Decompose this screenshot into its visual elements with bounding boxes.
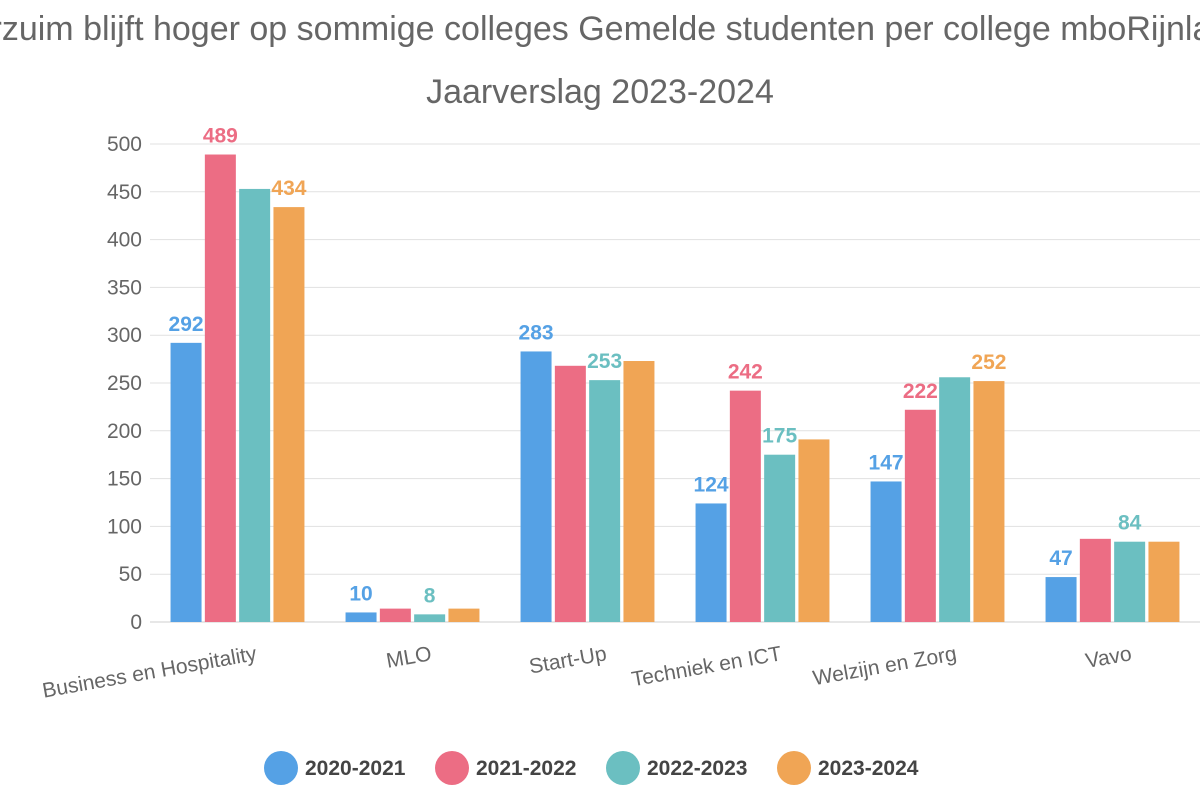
bar-2020-2021-3 bbox=[695, 503, 727, 622]
category-label: Business en Hospitality bbox=[41, 642, 259, 702]
data-label: 253 bbox=[587, 350, 622, 373]
legend-label: 2020-2021 bbox=[305, 757, 406, 780]
category-label: Welzijn en Zorg bbox=[811, 642, 958, 690]
legend-label: 2022-2023 bbox=[647, 757, 747, 780]
data-label: 124 bbox=[694, 473, 729, 496]
y-tick-label: 450 bbox=[107, 181, 142, 204]
chart-title-line-2: Jaarverslag 2023-2024 bbox=[426, 73, 774, 111]
bar-2022-2023-3 bbox=[764, 454, 796, 622]
bar-2023-2024-0 bbox=[273, 207, 305, 622]
data-label: 434 bbox=[271, 177, 306, 200]
data-label: 147 bbox=[869, 451, 904, 474]
data-label: 47 bbox=[1049, 547, 1072, 570]
bar-2021-2022-2 bbox=[554, 365, 586, 622]
data-label: 84 bbox=[1118, 512, 1142, 535]
legend-label: 2021-2022 bbox=[476, 757, 576, 780]
bar-2021-2022-3 bbox=[729, 390, 761, 622]
legend-swatch bbox=[264, 751, 298, 785]
legend-swatch bbox=[606, 751, 640, 785]
data-label: 283 bbox=[519, 321, 554, 344]
bar-2022-2023-2 bbox=[589, 380, 621, 622]
bar-2022-2023-5 bbox=[1114, 541, 1146, 622]
gridlines bbox=[150, 143, 1200, 623]
data-label: 8 bbox=[424, 584, 436, 607]
bar-2022-2023-0 bbox=[239, 188, 271, 622]
bar-2021-2022-1 bbox=[379, 608, 411, 622]
legend-swatch bbox=[435, 751, 469, 785]
y-tick-label: 150 bbox=[107, 468, 142, 491]
y-tick-label: 50 bbox=[119, 563, 142, 586]
bar-2023-2024-5 bbox=[1148, 541, 1180, 622]
x-axis-categories: Business en Hospitality MLO Start-Up Techni… bbox=[41, 642, 1134, 702]
y-tick-label: 350 bbox=[107, 276, 142, 299]
data-label: 175 bbox=[762, 425, 797, 448]
category-label: Techniek en ICT bbox=[630, 642, 784, 691]
data-label: 252 bbox=[971, 351, 1006, 374]
category-label: MLO bbox=[385, 642, 434, 673]
chart-title-line-1: Verzuim blijft hoger op sommige colleges… bbox=[0, 10, 1200, 48]
legend-swatch bbox=[777, 751, 811, 785]
y-tick-label: 100 bbox=[107, 515, 142, 538]
bar-2023-2024-2 bbox=[623, 361, 655, 622]
bar-2020-2021-4 bbox=[870, 481, 902, 622]
y-tick-label: 250 bbox=[107, 372, 142, 395]
y-tick-label: 200 bbox=[107, 420, 142, 443]
bar-2020-2021-0 bbox=[170, 342, 202, 622]
y-axis-ticks: 0 50 100 150 200 250 300 350 400 450 500 bbox=[107, 133, 142, 634]
bar-2021-2022-4 bbox=[904, 409, 936, 622]
bar-2020-2021-5 bbox=[1045, 577, 1077, 622]
bar-2022-2023-4 bbox=[939, 377, 971, 622]
y-tick-label: 500 bbox=[107, 133, 142, 156]
y-tick-label: 0 bbox=[130, 611, 142, 634]
data-label: 10 bbox=[349, 582, 372, 605]
bar-2023-2024-1 bbox=[448, 608, 480, 622]
y-tick-label: 400 bbox=[107, 229, 142, 252]
bar-2020-2021-2 bbox=[520, 351, 552, 622]
data-label: 292 bbox=[169, 313, 204, 336]
data-labels: 292 489 434 10 8 283 253 124 242 175 147 222 252 47 84 bbox=[169, 125, 1142, 608]
y-tick-label: 300 bbox=[107, 324, 142, 347]
bars bbox=[170, 154, 1180, 623]
data-label: 242 bbox=[728, 361, 763, 384]
bar-2023-2024-3 bbox=[798, 439, 830, 622]
category-label: Vavo bbox=[1084, 642, 1134, 673]
bar-2021-2022-5 bbox=[1079, 538, 1111, 622]
bar-2020-2021-1 bbox=[345, 612, 377, 622]
bar-2022-2023-1 bbox=[414, 614, 446, 622]
category-label: Start-Up bbox=[527, 642, 608, 678]
data-label: 489 bbox=[203, 125, 238, 148]
bar-2021-2022-0 bbox=[204, 154, 236, 623]
bar-2023-2024-4 bbox=[973, 381, 1005, 622]
legend: 2020-2021 2021-2022 2022-2023 2023-2024 bbox=[264, 751, 919, 785]
legend-label: 2023-2024 bbox=[818, 757, 919, 780]
data-label: 222 bbox=[903, 380, 938, 403]
